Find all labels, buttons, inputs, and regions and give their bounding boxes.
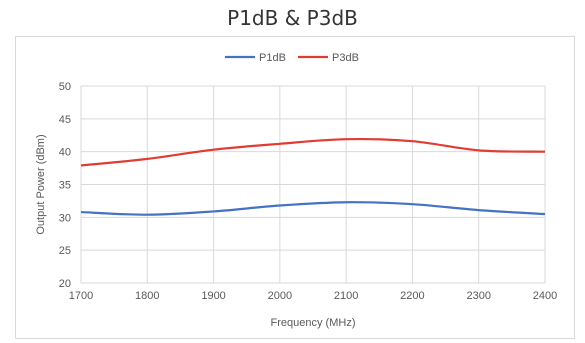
series-line-p3db [80,137,546,167]
y-axis-label: Output Power (dBm) [35,134,47,234]
tick-labels: 20 25 30 35 40 45 50 1700 1800 1900 2000 2100 2200 23… [59,81,557,302]
legend: P1dB P3dB [225,52,359,64]
y-tick-label: 40 [59,147,71,159]
series-line-p1db [80,201,546,216]
x-tick-label: 2400 [533,290,557,302]
x-tick-label: 2200 [400,290,424,302]
y-tick-label: 20 [59,278,71,290]
x-tick-label: 2100 [334,290,358,302]
x-axis-label: Frequency (MHz) [271,317,356,329]
y-tick-label: 50 [59,81,71,93]
legend-label-p3db: P3dB [332,52,359,64]
x-tick-label: 1800 [135,290,159,302]
y-tick-label: 25 [59,245,71,257]
chart-title: P1dB & P3dB [227,6,358,30]
x-tick-label: 1700 [69,290,93,302]
y-tick-label: 45 [59,114,71,126]
legend-label-p1db: P1dB [259,52,286,64]
y-tick-label: 30 [59,212,71,224]
x-tick-label: 1900 [201,290,225,302]
chart-frame [15,36,575,339]
grid [80,85,546,284]
y-tick-label: 35 [59,180,71,192]
series-lines [80,137,546,216]
x-tick-label: 2300 [466,290,490,302]
x-tick-label: 2000 [268,290,292,302]
